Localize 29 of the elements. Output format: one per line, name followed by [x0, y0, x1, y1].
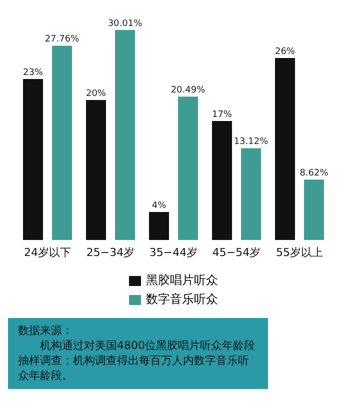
- x-tick-label: 55岁以上: [276, 246, 323, 259]
- data-label: 23%: [22, 68, 44, 78]
- x-tick-label: 25−34岁: [86, 246, 135, 259]
- bar: [212, 121, 232, 240]
- source-note: 数据来源：: [18, 324, 74, 339]
- bar: [149, 212, 169, 240]
- x-tick-label: 45−54岁: [212, 246, 261, 259]
- x-tick-label: 24岁以下: [24, 246, 71, 259]
- data-label: 20.49%: [170, 86, 206, 96]
- data-label: 4%: [152, 201, 167, 212]
- x-tick-label: 35−44岁: [149, 246, 198, 259]
- bar: [23, 79, 43, 240]
- data-label: 20%: [86, 89, 106, 100]
- bar: [52, 46, 72, 240]
- text: 机构通过对美国4800位黑胶唱片听众年龄段抽样调查；机构调查得出每百万人内数字音乐听众年龄段。: [18, 338, 256, 384]
- data-label: 27.76%: [44, 34, 80, 45]
- bar: [241, 148, 261, 240]
- data-label: 13.12%: [234, 137, 269, 148]
- data-label: 17%: [212, 110, 232, 120]
- legend-label: 黑胶唱片听众: [146, 272, 218, 289]
- data-label: 8.62%: [300, 168, 329, 179]
- data-label: 26%: [274, 47, 296, 58]
- bar: [115, 30, 135, 240]
- legend-label: 数字音乐听众: [146, 291, 218, 308]
- bar: [86, 100, 106, 240]
- data-label: 30.01%: [108, 19, 143, 29]
- bar: [178, 96, 198, 240]
- bar: [275, 58, 295, 240]
- bar: [304, 180, 324, 240]
